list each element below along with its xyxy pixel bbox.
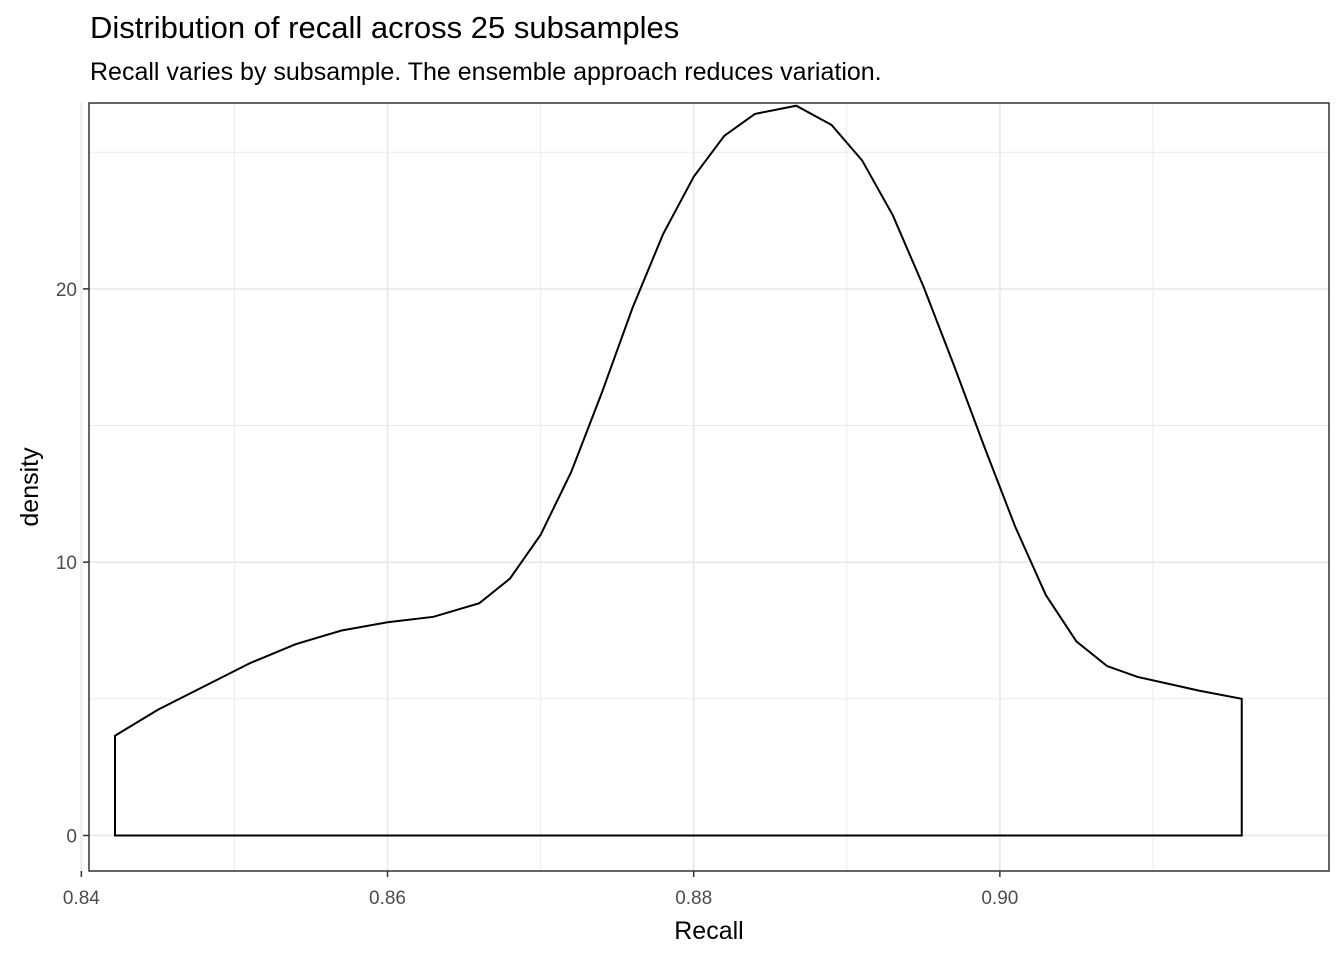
chart-subtitle: Recall varies by subsample. The ensemble…	[90, 58, 882, 86]
y-tick-label: 20	[56, 280, 77, 301]
y-tick-label: 10	[56, 553, 77, 574]
x-tick-label: 0.86	[369, 888, 406, 909]
x-tick-label: 0.90	[981, 888, 1018, 909]
x-tick-label: 0.84	[63, 888, 100, 909]
y-axis: 0 10 20	[56, 280, 89, 847]
chart-title: Distribution of recall across 25 subsamp…	[90, 10, 680, 45]
density-curve	[114, 104, 1243, 837]
plot-border	[88, 102, 1330, 872]
x-axis: 0.84 0.86 0.88 0.90	[63, 871, 1018, 909]
x-tick-label: 0.88	[675, 888, 712, 909]
y-tick-label: 0	[66, 826, 77, 847]
x-axis-title: Recall	[674, 917, 743, 945]
y-axis-title: density	[16, 447, 44, 527]
plot-panel	[89, 103, 1329, 871]
minor-gridlines	[89, 103, 1329, 871]
